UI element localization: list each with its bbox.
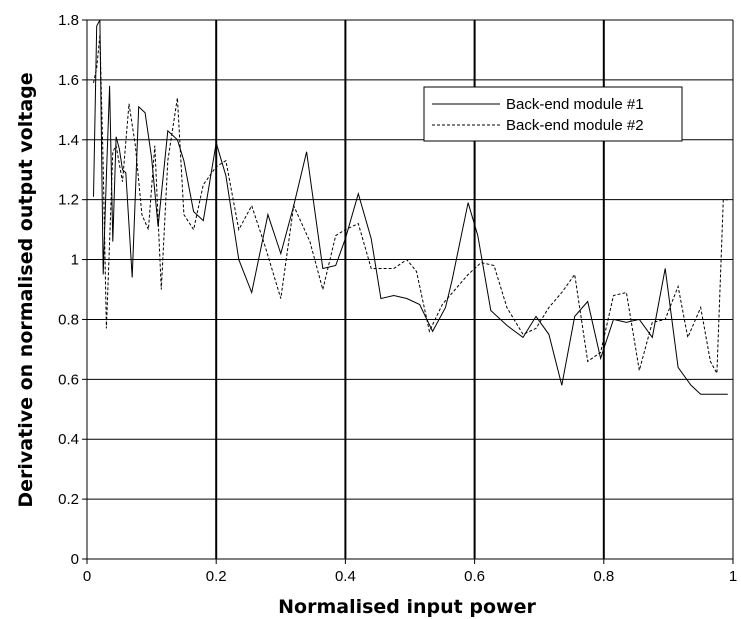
axes <box>86 20 733 560</box>
y-axis-title: Derivative on normalised output voltage <box>15 72 37 507</box>
legend: Back-end module #1 Back-end module #2 <box>423 86 683 142</box>
y-tick-label: 0 <box>71 551 79 568</box>
series-lines <box>93 19 728 395</box>
y-tick-label: 1 <box>71 252 79 269</box>
series-line-2 <box>93 34 728 376</box>
legend-label-series-1: Back-end module #1 <box>506 96 644 113</box>
series-line-1 <box>93 19 728 395</box>
x-tick-label: 0.4 <box>335 568 356 585</box>
y-axis-ticks: 0 0.2 0.4 0.6 0.8 1 1.2 1.4 1.6 1.8 <box>58 12 87 568</box>
y-tick-label: 1.6 <box>58 72 79 89</box>
y-tick-label: 0.4 <box>58 431 79 448</box>
x-tick-label: 0.6 <box>464 568 485 585</box>
x-tick-label: 0.2 <box>206 568 227 585</box>
y-tick-label: 0.6 <box>58 371 79 388</box>
y-tick-label: 0.2 <box>58 491 79 508</box>
x-tick-label: 0.8 <box>593 568 614 585</box>
x-tick-label: 0 <box>83 568 91 585</box>
x-axis-ticks: 0 0.2 0.4 0.6 0.8 1 <box>83 559 737 585</box>
y-tick-label: 1.2 <box>58 192 79 209</box>
y-tick-label: 1.4 <box>58 132 79 149</box>
y-tick-label: 0.8 <box>58 311 79 328</box>
y-tick-label: 1.8 <box>58 12 79 29</box>
legend-box <box>423 86 683 142</box>
x-axis-title: Normalised input power <box>278 596 536 618</box>
x-tick-label: 1 <box>729 568 737 585</box>
legend-label-series-2: Back-end module #2 <box>506 117 644 134</box>
